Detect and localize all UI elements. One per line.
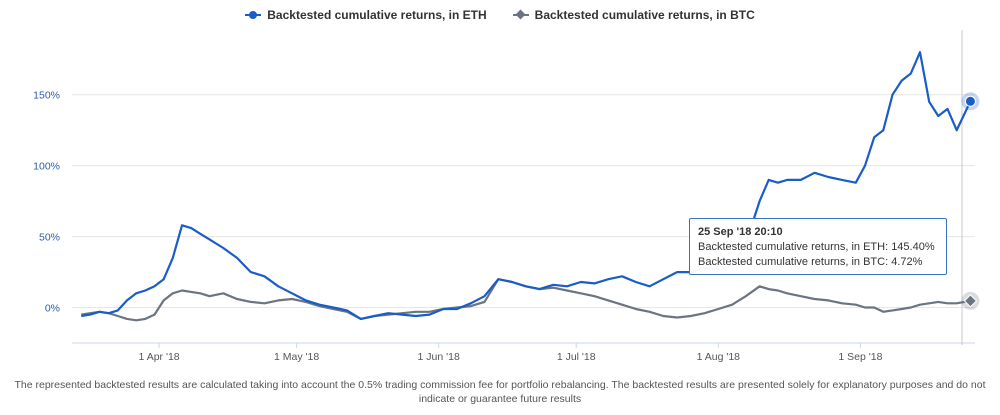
x-tick-label: 1 May '18 xyxy=(274,351,319,363)
x-tick-label: 1 Jul '18 xyxy=(557,351,596,363)
hover-markers xyxy=(961,92,980,310)
x-tick-label: 1 Sep '18 xyxy=(838,351,882,363)
x-axis-labels: 1 Apr '18 1 May '18 1 Jun '18 1 Jul '18 1 Au… xyxy=(139,351,883,363)
tooltip-eth-value: Backtested cumulative returns, in ETH: 1… xyxy=(698,241,935,253)
eth-series-marker-icon xyxy=(245,11,262,19)
y-tick-label: 50% xyxy=(39,232,60,244)
tooltip-btc-value: Backtested cumulative returns, in BTC: 4… xyxy=(698,256,923,268)
btc-series-marker-icon xyxy=(512,9,529,20)
x-tick-label: 1 Jun '18 xyxy=(418,351,460,363)
y-tick-label: 150% xyxy=(33,90,60,102)
legend-item-btc[interactable]: Backtested cumulative returns, in BTC xyxy=(512,8,755,22)
grid-lines xyxy=(72,94,975,309)
x-tick-label: 1 Aug '18 xyxy=(697,351,741,363)
legend-item-eth[interactable]: Backtested cumulative returns, in ETH xyxy=(245,8,487,22)
y-axis: 0% 50% 100% 150% xyxy=(33,90,60,315)
btc-hover-point xyxy=(963,294,978,308)
series-lines xyxy=(81,51,972,322)
x-axis xyxy=(72,342,975,348)
tooltip-title: 25 Sep '18 20:10 xyxy=(698,226,783,238)
chart-legend: Backtested cumulative returns, in ETH Ba… xyxy=(0,8,1000,22)
eth-series-line xyxy=(81,51,972,320)
disclaimer-text: The represented backtested results are c… xyxy=(14,379,986,405)
chart-tooltip: 25 Sep '18 20:10 Backtested cumulative r… xyxy=(689,218,947,275)
eth-hover-point xyxy=(964,95,976,107)
x-tick-label: 1 Apr '18 xyxy=(139,351,180,363)
legend-label-btc: Backtested cumulative returns, in BTC xyxy=(534,8,755,22)
legend-label-eth: Backtested cumulative returns, in ETH xyxy=(267,8,487,22)
y-tick-label: 100% xyxy=(33,161,60,173)
y-tick-label: 0% xyxy=(45,303,60,315)
